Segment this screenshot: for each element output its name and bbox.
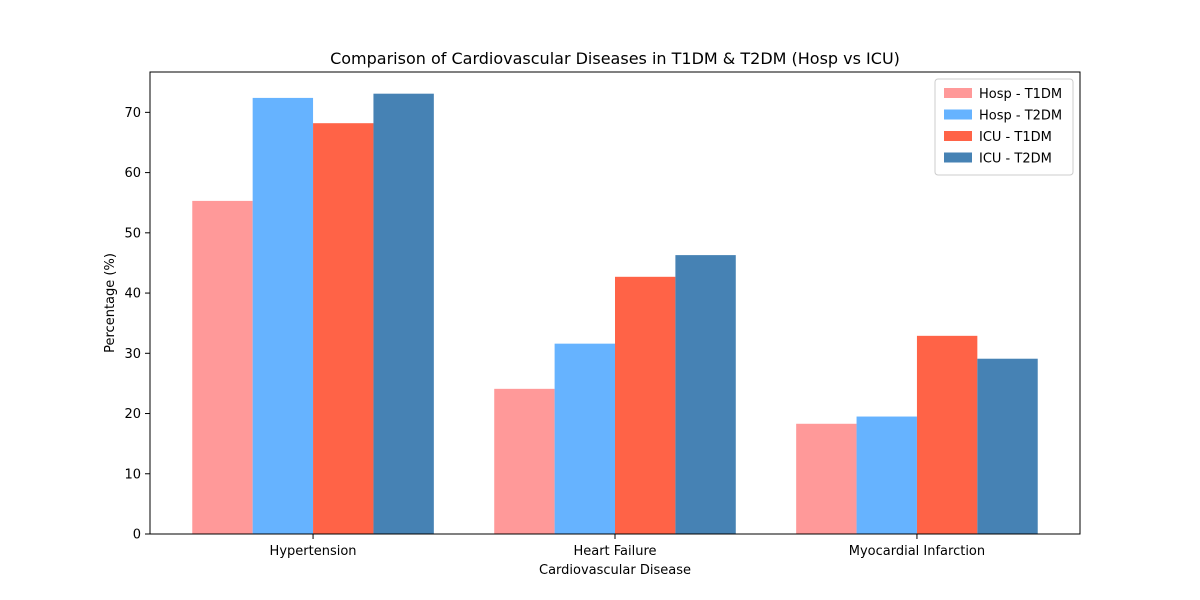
y-tick-label: 60 (124, 166, 141, 181)
bar-myocardial-infarction-icu-t1dm (916, 335, 978, 534)
x-axis-label: Cardiovascular Disease (539, 563, 691, 578)
bar-heart-failure-icu-t1dm (615, 276, 676, 534)
y-tick-label: 70 (124, 106, 141, 121)
bar-hypertension-hosp-t1dm (192, 200, 253, 534)
y-tick-label: 0 (133, 528, 141, 543)
plot-frame (149, 71, 1081, 535)
bars-group (192, 93, 1038, 535)
legend: Hosp - T1DM Hosp - T2DM ICU - T1DM ICU - T2… (934, 78, 1074, 176)
bar-hypertension-hosp-t2dm (252, 97, 314, 534)
bar-hypertension-icu-t1dm (313, 123, 374, 535)
x-axis: Hypertension Heart Failure Myocardial Infa… (270, 534, 985, 559)
bar-myocardial-infarction-hosp-t1dm (796, 423, 857, 534)
y-tick-label: 20 (124, 407, 141, 422)
x-tick-label: Hypertension (270, 544, 357, 559)
bar-myocardial-infarction-icu-t2dm (977, 358, 1038, 534)
x-tick-label: Heart Failure (573, 544, 656, 559)
bar-hypertension-icu-t2dm (373, 93, 434, 535)
bar-heart-failure-hosp-t2dm (554, 343, 615, 534)
legend-label: Hosp - T2DM (979, 109, 1062, 124)
legend-swatch (944, 131, 972, 141)
chart-title: Comparison of Cardiovascular Diseases in… (330, 49, 900, 68)
legend-box (934, 78, 1074, 176)
legend-label: ICU - T1DM (979, 130, 1052, 145)
y-tick-label: 50 (124, 226, 141, 241)
bar-heart-failure-icu-t2dm (675, 255, 736, 534)
legend-swatch (944, 152, 972, 163)
legend-swatch (944, 109, 972, 120)
y-axis: 0 10 20 30 40 50 60 70 (124, 106, 150, 543)
y-tick-label: 10 (124, 467, 141, 482)
bar-heart-failure-hosp-t1dm (494, 388, 555, 534)
y-tick-label: 40 (124, 287, 141, 302)
legend-label: ICU - T2DM (979, 152, 1052, 167)
y-axis-label: Percentage (%) (103, 253, 118, 353)
x-tick-label: Myocardial Infarction (849, 544, 985, 559)
y-tick-label: 30 (124, 347, 141, 362)
legend-label: Hosp - T1DM (979, 87, 1062, 102)
legend-swatch (944, 88, 972, 98)
bar-myocardial-infarction-hosp-t2dm (856, 416, 917, 534)
